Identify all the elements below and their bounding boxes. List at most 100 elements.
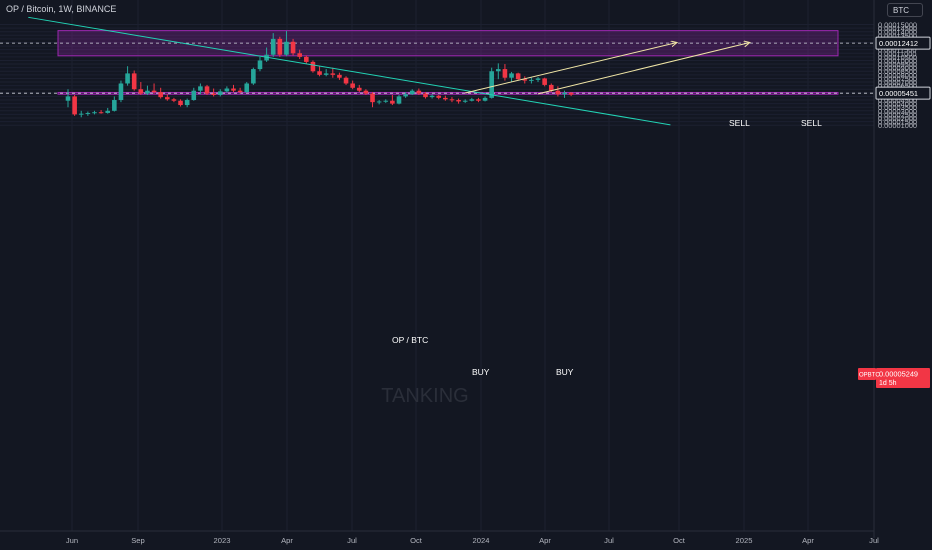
price-tick-label: 0.00001000: [878, 121, 917, 130]
time-scale[interactable]: Jun Sep 2023 Apr Jul Oct 2024 Apr Jul Oct 2025 Apr J…: [0, 530, 879, 545]
price-tick-label: 0.00013500: [878, 31, 917, 40]
candle-body: [462, 100, 468, 102]
candle-body: [198, 86, 203, 91]
candle-body: [509, 73, 514, 78]
candle-body: [138, 89, 144, 94]
candle-body: [502, 69, 508, 78]
symbol-header: OP / Bitcoin, 1W, BINANCE: [6, 4, 117, 14]
countdown-text: 1d 5h: [879, 380, 897, 387]
candle-body: [376, 101, 382, 103]
grid: [0, 0, 875, 531]
price-tick-label: 0.00002000: [878, 114, 917, 123]
line-price-label-1-text: 0.00012412: [879, 39, 918, 48]
watermark: TANKING: [381, 385, 468, 407]
candle-body: [72, 96, 77, 115]
candle-body: [65, 96, 71, 101]
candle-body: [496, 69, 501, 72]
candle-body: [476, 99, 481, 101]
candle-body: [237, 90, 243, 93]
price-tick-label: 0.00009000: [878, 64, 917, 73]
annotation-buy-2: BUY: [556, 367, 574, 377]
price-tick-label: 0.00015000: [878, 21, 917, 30]
candle-body: [489, 71, 494, 98]
candle-body: [522, 79, 528, 81]
candle-body: [112, 100, 117, 111]
price-tick-label: 0.00004500: [878, 96, 917, 105]
price-tick-label: 0.00003500: [878, 103, 917, 112]
candle-body: [469, 99, 475, 101]
current-price-bg: [876, 368, 930, 388]
candle-body: [304, 56, 309, 62]
candle-body: [356, 87, 362, 91]
currency-button[interactable]: BTC: [887, 3, 923, 17]
candle-body: [456, 100, 461, 102]
time-tick-label: Sep: [131, 536, 145, 545]
price-tick-label: 0.00011500: [878, 46, 917, 55]
current-price-text: 0.00005249: [879, 370, 918, 379]
price-tick-label: 0.00001500: [878, 118, 917, 127]
time-tick-label: Apr: [539, 536, 551, 545]
time-tick-label: 2025: [736, 536, 753, 545]
candle-body: [85, 112, 91, 114]
candle-body: [330, 73, 336, 75]
candle-body: [370, 93, 375, 103]
candle-body: [548, 84, 554, 91]
price-tick-label: 0.00011000: [878, 49, 917, 58]
price-tick-label: 0.00009500: [878, 60, 917, 69]
candle-body: [171, 99, 177, 101]
candle-body: [131, 73, 137, 90]
candle-body: [555, 90, 561, 95]
candle-body: [151, 90, 157, 93]
candle-body: [443, 97, 448, 100]
candle-body: [535, 78, 541, 80]
candle-body: [317, 71, 322, 75]
zones: [57, 30, 839, 95]
candle-body: [277, 38, 283, 55]
time-tick-label: Oct: [673, 536, 686, 545]
price-tick-label: 0.00014500: [878, 24, 917, 33]
annotation-sell-1: SELL: [729, 118, 750, 128]
line-price-label-2: 0.00005451: [875, 86, 931, 100]
candle-body: [482, 97, 488, 101]
candle-body: [191, 90, 197, 101]
candle-body: [350, 83, 355, 88]
candle-body: [145, 90, 150, 94]
candle-body: [178, 100, 183, 106]
line-price-label-2-text: 0.00005451: [879, 89, 918, 98]
trendline: [28, 16, 671, 126]
candle-body: [409, 90, 415, 95]
candle-body: [125, 73, 130, 84]
candle-body: [310, 61, 316, 72]
price-tick-label: 0.00003000: [878, 107, 917, 116]
candle-body: [257, 60, 263, 70]
candle-body: [297, 53, 302, 57]
candle-body: [337, 74, 342, 78]
symbol-tag: OPBTC: [858, 368, 880, 380]
price-tick-label: 0.00010500: [878, 53, 917, 62]
price-tick-label: 0.00007000: [878, 78, 917, 87]
candle-body: [515, 73, 521, 80]
price-tick-label: 0.00008000: [878, 71, 917, 80]
time-tick-label: Jul: [869, 536, 879, 545]
candle-body: [383, 100, 389, 102]
candle-body: [92, 112, 97, 114]
candle-body: [396, 96, 402, 104]
price-scale[interactable]: 0.000150000.000145000.000140000.00013500…: [858, 0, 932, 550]
time-tick-label: Apr: [281, 536, 293, 545]
candle-body: [217, 91, 223, 95]
candle-body: [542, 78, 547, 85]
candle-body: [224, 88, 230, 92]
lower-zone: [57, 91, 839, 95]
annotation-buy-1: BUY: [472, 367, 490, 377]
time-tick-label: 2023: [214, 536, 231, 545]
candle-body: [211, 93, 216, 95]
candle-body: [78, 113, 84, 115]
time-tick-label: Jun: [66, 536, 78, 545]
line-price-label-2-bg: [875, 86, 931, 100]
time-tick-label: Apr: [802, 536, 814, 545]
price-tick-label: 0.00010000: [878, 56, 917, 65]
annotations: OP / BTC BUY BUY SELL SELL: [392, 118, 822, 377]
candle-body: [562, 92, 567, 95]
